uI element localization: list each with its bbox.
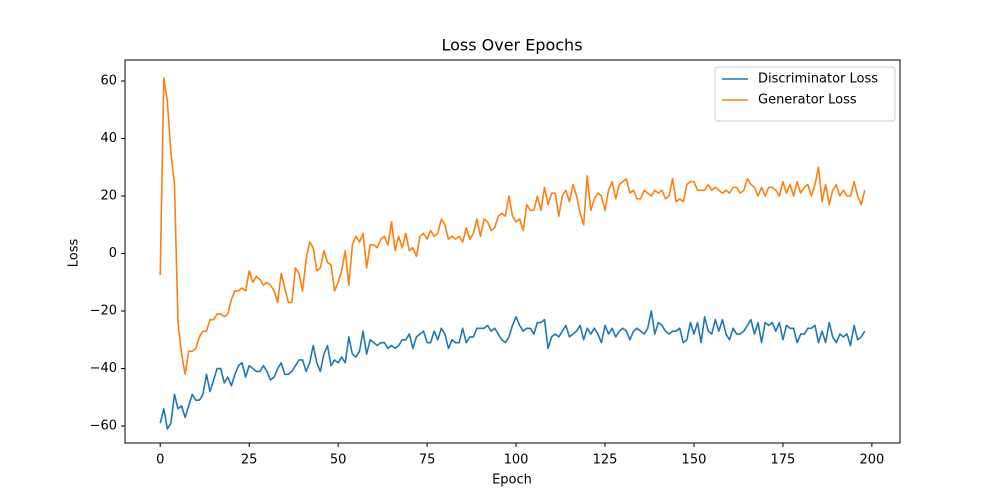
legend-label: Discriminator Loss bbox=[758, 72, 878, 87]
y-tick-label: 60 bbox=[100, 73, 117, 88]
x-tick-label: 175 bbox=[771, 453, 796, 468]
y-tick-label: −60 bbox=[90, 419, 117, 434]
x-tick-label: 100 bbox=[504, 453, 529, 468]
data-line bbox=[159, 310, 866, 430]
plot-frame bbox=[124, 59, 901, 444]
y-tick-label: −20 bbox=[90, 304, 117, 319]
legend-box bbox=[714, 66, 896, 122]
data-line bbox=[159, 77, 866, 376]
y-tick-label: −40 bbox=[90, 361, 117, 376]
y-tick-label: 0 bbox=[109, 246, 117, 261]
chart-title: Loss Over Epochs bbox=[441, 36, 582, 55]
y-axis-label: Loss bbox=[67, 239, 82, 268]
x-tick-label: 0 bbox=[156, 453, 164, 468]
x-tick-label: 125 bbox=[593, 453, 618, 468]
legend-label: Generator Loss bbox=[758, 93, 857, 108]
y-tick-label: 40 bbox=[100, 131, 117, 146]
x-tick-label: 50 bbox=[330, 453, 347, 468]
x-tick-label: 75 bbox=[419, 453, 436, 468]
x-axis-label: Epoch bbox=[492, 473, 532, 488]
x-tick-label: 150 bbox=[682, 453, 707, 468]
x-tick-label: 25 bbox=[241, 453, 258, 468]
x-tick-label: 200 bbox=[859, 453, 884, 468]
y-tick-label: 20 bbox=[100, 189, 117, 204]
